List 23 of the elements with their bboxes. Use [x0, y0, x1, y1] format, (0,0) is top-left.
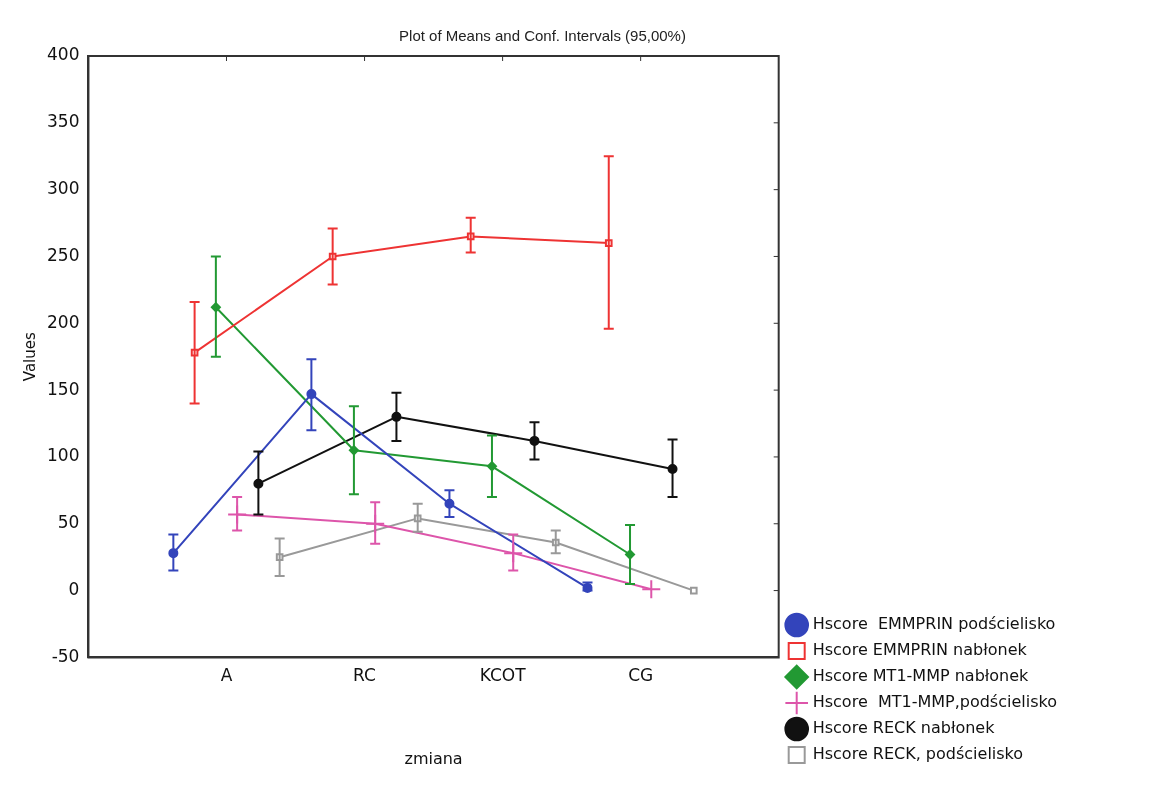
chart-title: Plot of Means and Conf. Intervals (95,00%) [399, 27, 686, 45]
y-tick-label: 350 [46, 111, 80, 132]
x-tick-label: CG [628, 665, 654, 686]
x-tick-label: RC [353, 665, 376, 686]
y-tick-label: 50 [57, 512, 80, 533]
legend-label: Hscore EMMPRIN nabłonek [812, 640, 1028, 660]
legend-label: Hscore RECK, podścielisko [812, 744, 1024, 764]
y-tick-label: 250 [46, 244, 80, 265]
x-tick-label: KCOT [479, 665, 527, 686]
y-tick-label: 0 [68, 579, 80, 599]
y-axis-title: Values [20, 332, 39, 382]
x-axis-title: zmiana [404, 748, 463, 768]
legend-label: Hscore RECK nabłonek [812, 718, 996, 738]
y-tick-label: 200 [46, 311, 80, 332]
legend-label: Hscore MT1-MMP,podścielisko [812, 692, 1058, 712]
y-tick-label: 300 [46, 178, 80, 199]
y-tick-label: 100 [46, 445, 80, 466]
y-tick-label: -50 [51, 645, 80, 666]
legend-label: Hscore MT1-MMP nabłonek [812, 666, 1030, 686]
y-tick-label: 400 [46, 44, 80, 65]
y-tick-label: 150 [46, 378, 80, 399]
x-tick-label: A [220, 665, 233, 686]
legend-label: Hscore EMMPRIN podścielisko [812, 614, 1056, 634]
